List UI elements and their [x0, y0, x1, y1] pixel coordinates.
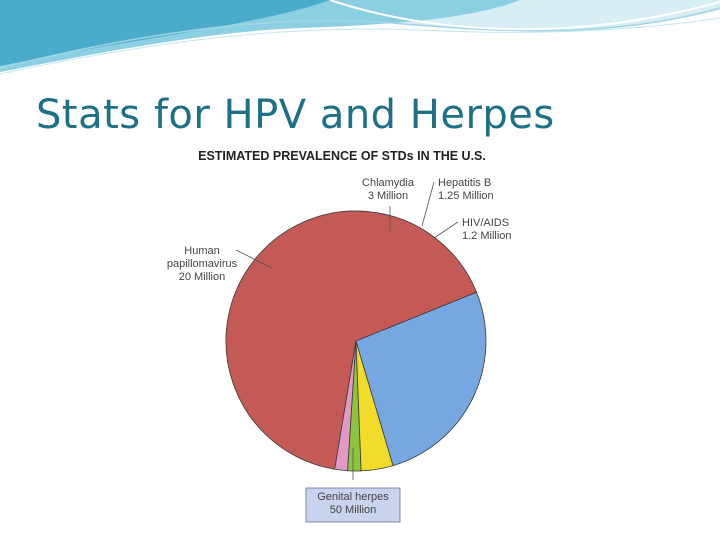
slice-label-chlamydia-value: 3 Million [368, 190, 408, 202]
header-wave-decoration [0, 0, 720, 75]
slice-label-hepatitisb-name: Hepatitis B [438, 177, 491, 189]
slice-label-herpes-value: 50 Million [330, 504, 376, 516]
pie-slice-hpv [355, 291, 487, 467]
slice-label-hpv-value: 20 Million [179, 271, 225, 283]
slide-title: Stats for HPV and Herpes [36, 92, 555, 138]
leader-line-hivaids [433, 221, 459, 239]
slice-label-chlamydia-name: Chlamydia [362, 177, 415, 189]
slice-label-hivaids-value: 1.2 Million [462, 230, 512, 242]
leader-line-hpv [235, 249, 273, 269]
pie-chart: ESTIMATED PREVALENCE OF STDs IN THE U.S.… [167, 149, 512, 523]
pie-slices [225, 210, 487, 472]
slice-label-herpes-name: Genital herpes [317, 491, 389, 503]
slice-label-hivaids-name: HIV/AIDS [462, 217, 509, 229]
slice-label-hpv-name: papillomavirus [167, 258, 238, 270]
chart-figure: ESTIMATED PREVALENCE OF STDs IN THE U.S.… [166, 142, 518, 528]
leader-line-hepatitisb [421, 181, 435, 227]
chart-title: ESTIMATED PREVALENCE OF STDs IN THE U.S. [198, 149, 486, 163]
slice-label-hepatitisb-value: 1.25 Million [438, 190, 494, 202]
slice-label-hpv-name: Human [184, 245, 219, 257]
label-box-herpes [305, 487, 401, 523]
